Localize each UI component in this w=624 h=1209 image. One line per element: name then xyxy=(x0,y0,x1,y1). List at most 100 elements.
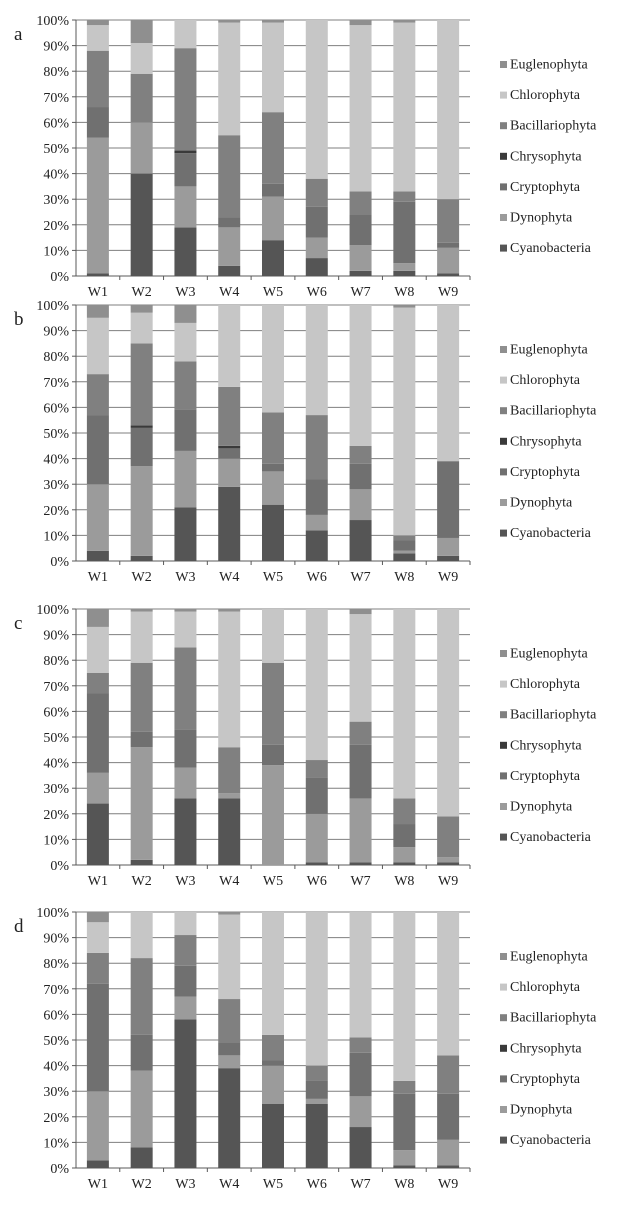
bar-w5-bacillariophyta xyxy=(262,1034,284,1061)
bar-w3-cryptophyta xyxy=(174,729,197,768)
bar-w8-dynophyta xyxy=(393,1150,416,1166)
bar-w7-chlorophyta xyxy=(349,912,372,1038)
bar-w2-euglenophyta xyxy=(130,609,153,612)
panel-label: d xyxy=(14,916,24,937)
y-tick-label: 30% xyxy=(43,782,69,797)
y-tick-label: 50% xyxy=(43,142,69,157)
legend-label: Dynophyta xyxy=(510,211,573,226)
bar-w8-dynophyta xyxy=(393,263,416,271)
bar-w4-dynophyta xyxy=(218,227,241,266)
bar-w5-cryptophyta xyxy=(262,183,284,197)
legend-swatch-cryptophyta xyxy=(500,468,507,476)
bar-w2-dynophyta xyxy=(130,747,153,860)
y-tick-label: 90% xyxy=(43,629,69,644)
bar-w5-chlorophyta xyxy=(262,609,284,663)
bar-w3-dynophyta xyxy=(174,767,197,799)
bar-w9-chlorophyta xyxy=(437,20,460,200)
y-tick-label: 30% xyxy=(43,1085,69,1100)
bar-w8-chlorophyta xyxy=(393,609,416,799)
legend-swatch-dynophyta xyxy=(500,499,507,506)
y-tick-label: 20% xyxy=(43,219,69,234)
bar-w7-chlorophyta xyxy=(349,305,372,446)
bar-w5-dynophyta xyxy=(262,1065,284,1104)
bar-w1-bacillariophyta xyxy=(86,952,109,984)
bar-w6-cryptophyta xyxy=(305,479,328,515)
x-tick-label: W3 xyxy=(175,285,195,300)
legend-swatch-chlorophyta xyxy=(500,680,507,688)
y-tick-label: 90% xyxy=(43,325,69,340)
bar-w2-bacillariophyta xyxy=(130,73,153,123)
bar-w1-cryptophyta xyxy=(86,107,109,138)
bar-w3-chlorophyta xyxy=(174,322,197,362)
x-tick-label: W5 xyxy=(263,1177,283,1192)
bar-w3-cyanobacteria xyxy=(174,227,197,276)
bar-w5-bacillariophyta xyxy=(262,662,284,745)
bar-w5-cyanobacteria xyxy=(262,240,284,276)
bar-w6-bacillariophyta xyxy=(305,415,328,480)
x-tick-label: W8 xyxy=(394,1177,414,1192)
bar-w8-bacillariophyta xyxy=(393,798,416,825)
y-tick-label: 80% xyxy=(43,654,69,669)
y-tick-label: 0% xyxy=(50,859,69,874)
bar-w4-euglenophyta xyxy=(218,609,241,612)
bar-w3-cyanobacteria xyxy=(174,1019,197,1168)
y-tick-label: 90% xyxy=(43,40,69,55)
legend-label: Cyanobacteria xyxy=(510,526,592,541)
bar-w3-cyanobacteria xyxy=(174,798,197,865)
legend-label: Euglenophyta xyxy=(510,58,589,73)
bar-w7-dynophyta xyxy=(349,489,372,521)
x-tick-label: W3 xyxy=(175,1177,195,1192)
legend-swatch-cryptophyta xyxy=(500,183,507,191)
legend-label: Cyanobacteria xyxy=(510,1133,592,1148)
legend-label: Dynophyta xyxy=(510,496,573,511)
bar-w1-cryptophyta xyxy=(86,693,109,773)
bar-w3-chlorophyta xyxy=(174,611,197,648)
bar-w2-cyanobacteria xyxy=(130,555,153,561)
legend-swatch-chrysophyta xyxy=(500,152,507,160)
legend-swatch-cryptophyta xyxy=(500,1075,507,1083)
bar-w8-cyanobacteria xyxy=(393,1165,416,1168)
legend-swatch-euglenophyta xyxy=(500,346,507,353)
x-tick-label: W6 xyxy=(307,874,327,889)
bar-w3-euglenophyta xyxy=(174,609,197,612)
legend-swatch-euglenophyta xyxy=(500,953,507,960)
y-tick-label: 100% xyxy=(36,603,69,618)
bar-w1-dynophyta xyxy=(86,484,109,551)
bar-w1-dynophyta xyxy=(86,772,109,804)
y-tick-label: 30% xyxy=(43,193,69,208)
bar-w6-bacillariophyta xyxy=(305,1065,328,1081)
x-tick-label: W9 xyxy=(438,285,458,300)
bar-w8-chlorophyta xyxy=(393,22,416,192)
bar-w6-chlorophyta xyxy=(305,305,328,416)
bar-w6-cyanobacteria xyxy=(305,1104,328,1168)
legend-label: Cryptophyta xyxy=(510,769,581,784)
legend-swatch-chlorophyta xyxy=(500,983,507,991)
bar-w8-cyanobacteria xyxy=(393,862,416,865)
legend-swatch-bacillariophyta xyxy=(500,711,507,719)
bar-w4-chlorophyta xyxy=(218,914,241,1000)
y-tick-label: 60% xyxy=(43,1008,69,1023)
bar-w8-bacillariophyta xyxy=(393,535,416,541)
y-tick-label: 40% xyxy=(43,757,69,772)
y-tick-label: 50% xyxy=(43,1034,69,1049)
legend-swatch-dynophyta xyxy=(500,1106,507,1113)
bar-w7-chlorophyta xyxy=(349,25,372,192)
x-tick-label: W8 xyxy=(394,285,414,300)
bar-w2-euglenophyta xyxy=(130,305,153,313)
bar-w4-chrysophyta xyxy=(218,445,241,449)
bar-w9-bacillariophyta xyxy=(437,199,460,243)
legend-label: Bacillariophyta xyxy=(510,404,597,419)
legend-label: Chrysophyta xyxy=(510,738,582,753)
legend-swatch-chlorophyta xyxy=(500,91,507,99)
y-tick-label: 90% xyxy=(43,932,69,947)
bar-w4-euglenophyta xyxy=(218,912,241,915)
bar-w4-cryptophyta xyxy=(218,448,241,459)
bar-w1-cryptophyta xyxy=(86,415,109,485)
x-tick-label: W4 xyxy=(219,570,239,585)
bar-w5-chlorophyta xyxy=(262,22,284,113)
bar-w1-cryptophyta xyxy=(86,983,109,1092)
bar-w4-bacillariophyta xyxy=(218,747,241,794)
bar-w8-chlorophyta xyxy=(393,912,416,1081)
bar-w3-dynophyta xyxy=(174,186,197,228)
